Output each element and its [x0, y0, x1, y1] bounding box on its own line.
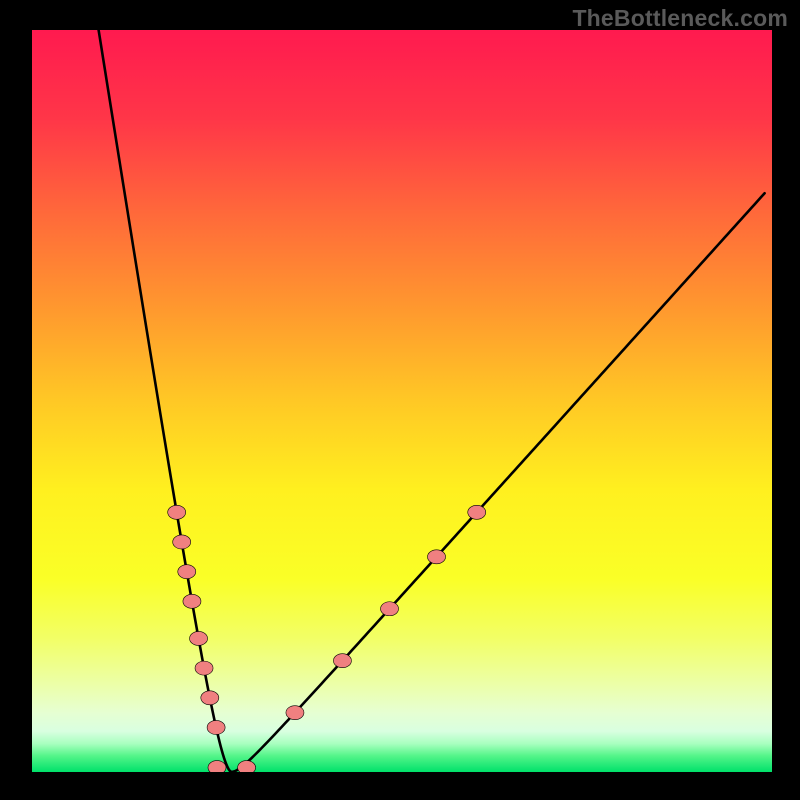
plot-area [32, 30, 772, 772]
curve-marker [178, 565, 196, 579]
curve-marker [183, 594, 201, 608]
chart-svg [32, 30, 772, 772]
gradient-background [32, 30, 772, 772]
curve-marker [168, 505, 186, 519]
curve-marker [208, 761, 226, 772]
curve-marker [201, 691, 219, 705]
curve-marker [173, 535, 191, 549]
curve-marker [190, 631, 208, 645]
watermark-text: TheBottleneck.com [572, 5, 788, 32]
curve-marker [286, 706, 304, 720]
chart-container: TheBottleneck.com [0, 0, 800, 800]
curve-marker [381, 602, 399, 616]
curve-marker [468, 505, 486, 519]
curve-marker [428, 550, 446, 564]
curve-marker [238, 761, 256, 772]
curve-marker [333, 654, 351, 668]
curve-marker [207, 720, 225, 734]
curve-marker [195, 661, 213, 675]
